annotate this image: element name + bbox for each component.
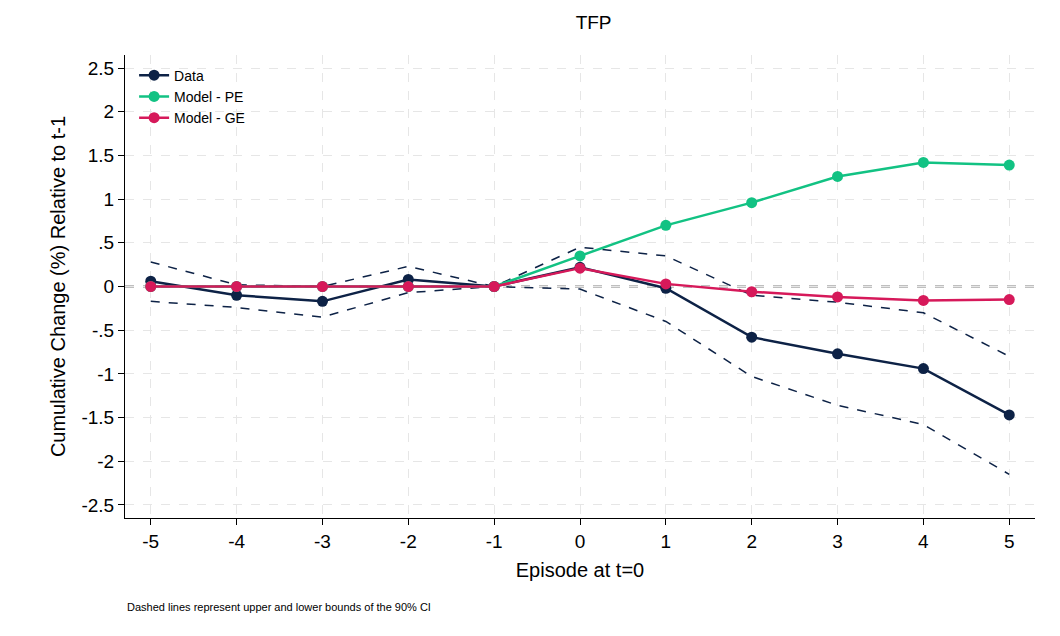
svg-text:1.5: 1.5 bbox=[88, 145, 114, 166]
svg-text:1: 1 bbox=[104, 189, 115, 210]
svg-text:Dashed lines represent upper a: Dashed lines represent upper and lower b… bbox=[127, 601, 431, 613]
svg-text:5: 5 bbox=[1004, 531, 1015, 552]
svg-text:-1: -1 bbox=[486, 531, 503, 552]
svg-text:1: 1 bbox=[661, 531, 672, 552]
svg-text:Model - GE: Model - GE bbox=[174, 110, 245, 126]
svg-text:-2.5: -2.5 bbox=[81, 495, 114, 516]
svg-text:-2: -2 bbox=[97, 451, 114, 472]
svg-text:-4: -4 bbox=[228, 531, 245, 552]
svg-text:0: 0 bbox=[104, 276, 115, 297]
svg-text:-1.5: -1.5 bbox=[81, 407, 114, 428]
svg-text:2: 2 bbox=[104, 101, 115, 122]
svg-text:TFP: TFP bbox=[576, 12, 612, 33]
svg-text:-3: -3 bbox=[314, 531, 331, 552]
svg-text:-5: -5 bbox=[142, 531, 159, 552]
svg-text:0: 0 bbox=[575, 531, 586, 552]
svg-text:-.5: -.5 bbox=[92, 320, 114, 341]
svg-text:3: 3 bbox=[832, 531, 843, 552]
svg-text:2: 2 bbox=[746, 531, 757, 552]
svg-text:-2: -2 bbox=[400, 531, 417, 552]
svg-text:Data: Data bbox=[174, 68, 204, 84]
svg-text:.5: .5 bbox=[98, 232, 114, 253]
svg-text:2.5: 2.5 bbox=[88, 58, 114, 79]
svg-text:Model - PE: Model - PE bbox=[174, 89, 243, 105]
svg-text:4: 4 bbox=[918, 531, 929, 552]
svg-text:Episode at t=0: Episode at t=0 bbox=[516, 559, 644, 581]
svg-text:Cumulative Change (%) Relative: Cumulative Change (%) Relative to t-1 bbox=[47, 116, 69, 457]
svg-text:-1: -1 bbox=[97, 364, 114, 385]
